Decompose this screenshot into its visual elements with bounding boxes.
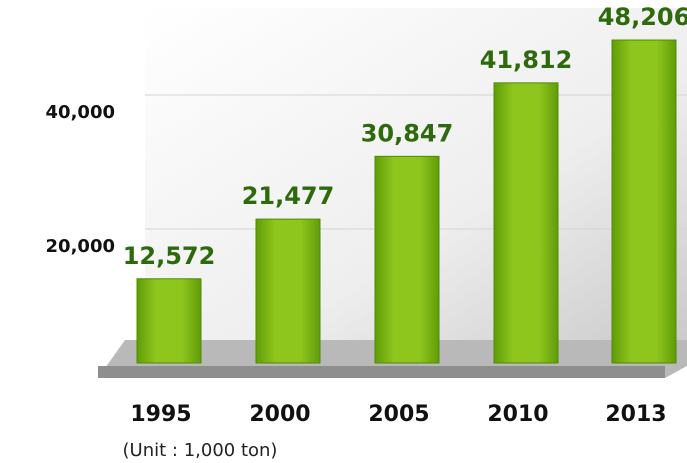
value-label: 41,812 (480, 46, 573, 74)
platform-edge (98, 366, 665, 378)
x-tick-label: 1995 (130, 402, 191, 427)
y-tick-label: 40,000 (46, 102, 115, 123)
y-tick-label: 20,000 (46, 236, 115, 257)
bar (611, 39, 677, 364)
bar (136, 278, 202, 364)
bar (493, 82, 559, 364)
bar (374, 155, 440, 364)
x-tick-label: 2010 (487, 402, 548, 427)
x-tick-label: 2013 (605, 402, 666, 427)
value-label: 48,206 (598, 3, 687, 31)
value-label: 21,477 (242, 182, 335, 210)
value-label: 12,572 (123, 242, 216, 270)
unit-note: (Unit : 1,000 ton) (123, 440, 278, 461)
value-label: 30,847 (361, 119, 454, 147)
x-tick-label: 2005 (368, 402, 429, 427)
x-tick-label: 2000 (249, 402, 310, 427)
bar (255, 218, 321, 364)
